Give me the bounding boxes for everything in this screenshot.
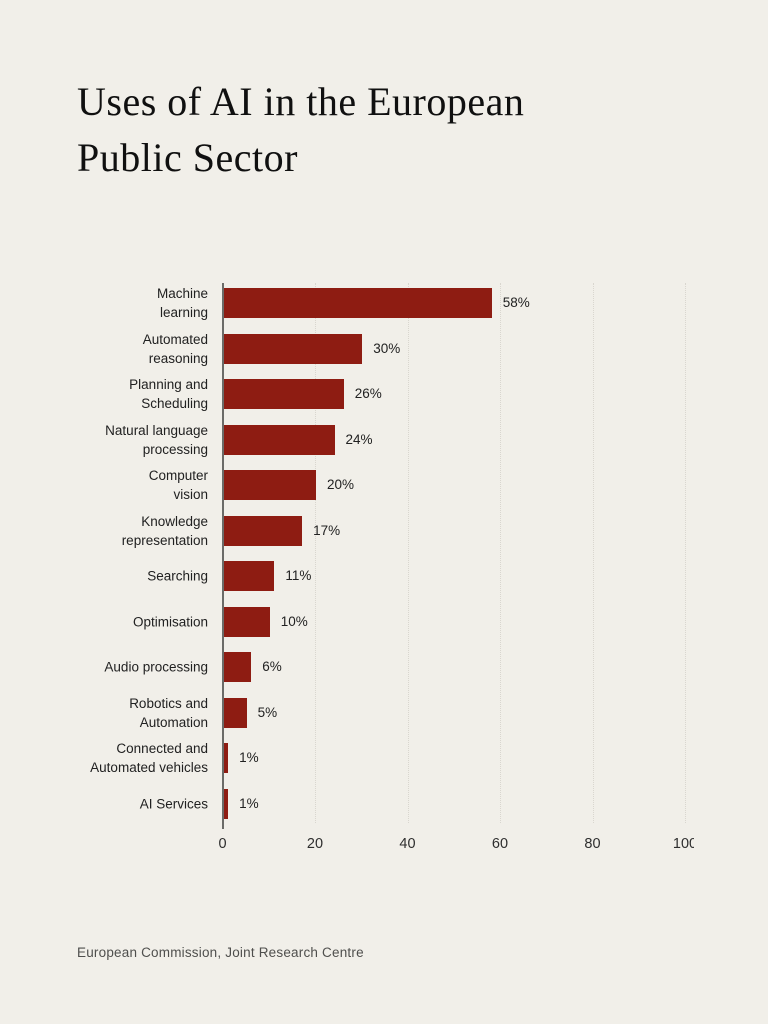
category-label: AI Services (139, 796, 208, 811)
category-label: Optimisation (132, 614, 208, 629)
bar-value-label: 20% (327, 477, 355, 492)
bar-value-label: 30% (373, 340, 401, 356)
x-tick-label-0: 0 (218, 836, 227, 852)
bar-value-label: 1% (239, 750, 259, 765)
bar-value-label: 58% (502, 295, 530, 310)
bar-value-label: 5% (257, 704, 278, 720)
bar (223, 788, 229, 819)
bar-value-label: 24% (345, 431, 373, 447)
bar (223, 470, 316, 500)
gridline-x-60 (500, 283, 501, 823)
category-label: Planning and Scheduling (129, 377, 208, 411)
category-label: Connected and Automated vehicles (90, 741, 208, 775)
bar (223, 743, 229, 773)
bar (223, 697, 247, 728)
bar-value-label: 17% (313, 522, 341, 538)
bar-value-label: 26% (354, 386, 382, 401)
bar (223, 379, 344, 409)
category-label: Knowledge representation (121, 513, 208, 548)
category-label: Natural language processing (105, 422, 208, 457)
bar (223, 333, 363, 364)
gridline-x-40 (407, 283, 409, 823)
y-axis-line (221, 283, 224, 829)
category-label: Searching (147, 568, 208, 584)
category-label: Machine learning (156, 286, 208, 320)
gridline-x-20 (315, 283, 316, 823)
bar-value-label: 10% (280, 613, 308, 629)
category-label: Audio processing (104, 659, 208, 675)
gridline-x-100 (685, 283, 686, 823)
category-label: Computer vision (148, 468, 208, 502)
x-tick-label-40: 40 (399, 836, 416, 852)
bar (223, 561, 275, 591)
bar (223, 288, 492, 318)
x-tick-label-80: 80 (584, 836, 601, 852)
category-label: Robotics and Automation (129, 695, 208, 730)
x-tick-label-100: 100 (672, 836, 694, 852)
bar (223, 424, 335, 455)
bar (223, 652, 252, 682)
source-attribution: European Commission, Joint Research Cent… (77, 945, 364, 960)
bar-value-label: 1% (239, 795, 259, 811)
bar-chart: Machine learning 58% Automated reasoning 30… (0, 270, 694, 870)
x-tick-label-20: 20 (306, 836, 324, 852)
bar-value-label: 11% (285, 568, 312, 583)
gridline-x-80 (592, 283, 594, 823)
bar (223, 515, 303, 546)
category-label: Automated reasoning (142, 331, 208, 366)
chart-title: Uses of AI in the European Public Sector (77, 79, 525, 180)
bar (223, 606, 270, 637)
bar-value-label: 6% (262, 659, 282, 674)
x-tick-label-60: 60 (491, 836, 509, 852)
